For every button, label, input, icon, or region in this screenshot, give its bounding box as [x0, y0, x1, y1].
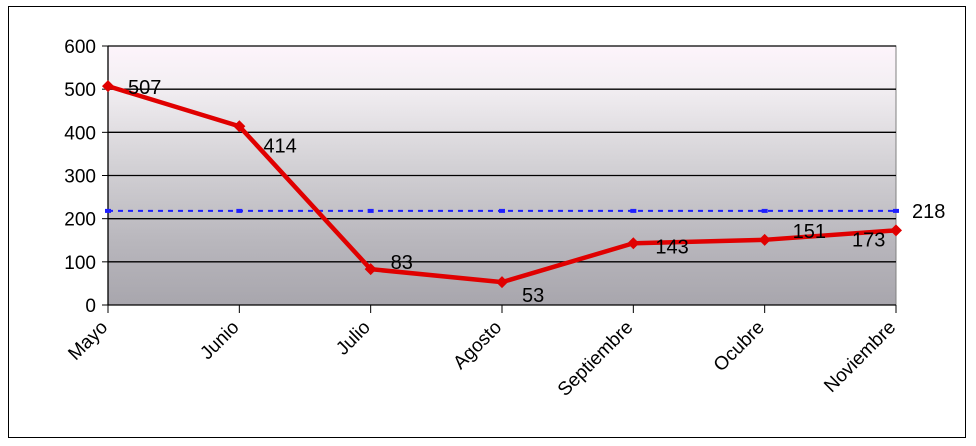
data-label: 507	[128, 77, 161, 99]
data-label: 173	[852, 229, 885, 251]
x-tick-label: Septiembre	[554, 317, 638, 401]
data-point	[102, 80, 114, 93]
x-tick-label: Ocubre	[710, 317, 769, 376]
x-tick-label: Agosto	[449, 317, 506, 374]
x-tick-label: Junio	[196, 317, 243, 364]
y-tick-label: 500	[64, 80, 96, 101]
y-tick-label: 0	[85, 296, 96, 317]
x-tick-label: Noviembre	[820, 317, 900, 397]
data-label: 83	[391, 252, 413, 274]
average-line-label: 218	[912, 201, 945, 223]
data-point	[758, 233, 771, 246]
average-marker	[893, 208, 899, 213]
data-point	[233, 120, 246, 133]
y-tick-label: 200	[64, 210, 96, 231]
average-marker	[367, 208, 374, 213]
data-point	[890, 224, 902, 237]
y-tick-label: 100	[64, 253, 96, 274]
data-point	[496, 276, 508, 289]
average-marker	[630, 208, 637, 213]
data-point	[627, 237, 640, 250]
x-tick-label: Julio	[332, 317, 374, 359]
x-tick-label: Mayo	[64, 317, 112, 365]
data-point	[364, 263, 377, 276]
data-label: 151	[793, 221, 826, 243]
average-marker	[236, 208, 243, 213]
data-label: 143	[655, 236, 688, 258]
average-marker	[499, 208, 505, 213]
data-label: 414	[263, 135, 296, 157]
average-marker	[105, 208, 111, 213]
data-label: 53	[522, 285, 544, 307]
average-marker	[761, 208, 768, 213]
y-tick-label: 600	[64, 37, 96, 58]
y-tick-label: 300	[64, 167, 96, 188]
y-tick-label: 400	[64, 123, 96, 144]
